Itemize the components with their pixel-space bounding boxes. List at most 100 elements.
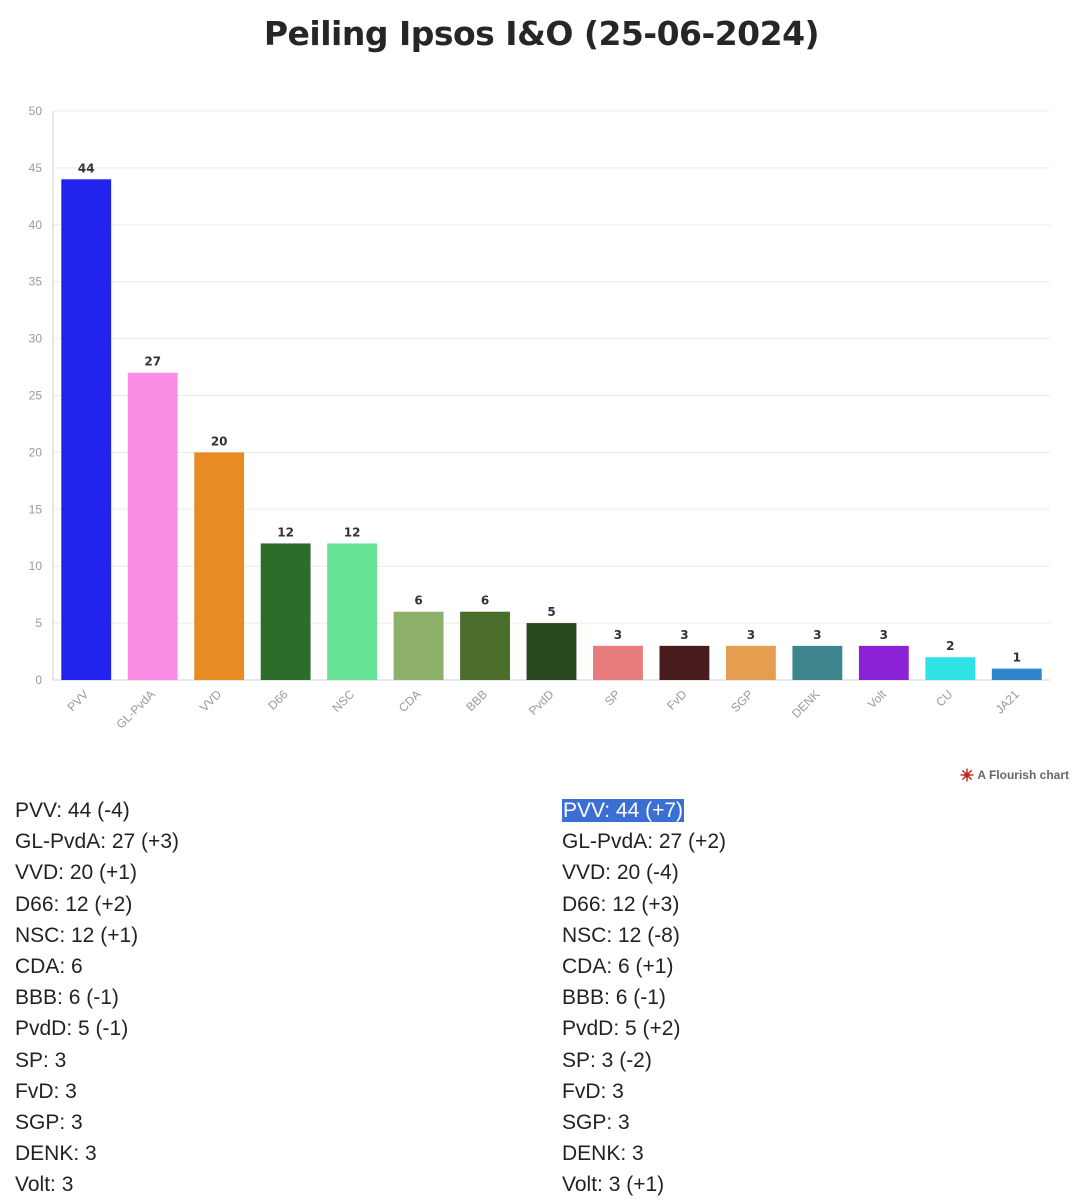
- y-tick-label: 20: [29, 445, 43, 459]
- right-list-item-text: VVD: 20 (-4): [562, 861, 679, 885]
- right-list-item-text: PVV: 44 (+7): [562, 799, 685, 822]
- bar-gl-pvda: [127, 372, 178, 680]
- x-tick-label: CDA: [396, 687, 424, 715]
- list-item: SP: 3 (-2): [562, 1045, 726, 1076]
- list-item: VVD: 20 (+1): [15, 857, 179, 888]
- bar-bbb: [460, 611, 510, 680]
- bar-pvv: [61, 179, 112, 680]
- y-tick-label: 25: [29, 389, 43, 403]
- list-item: CDA: 6: [15, 951, 179, 982]
- right-list-item-text: SGP: 3: [562, 1110, 630, 1134]
- y-tick-label: 30: [29, 332, 43, 346]
- left-list-item-text: BBB: 6 (-1): [15, 986, 119, 1010]
- x-tick-label: JA21: [993, 687, 1022, 716]
- bar-value-label: 1: [1013, 651, 1021, 665]
- bar-d66: [260, 543, 311, 680]
- chart-title: Peiling Ipsos I&O (25-06-2024): [263, 14, 820, 53]
- x-tick-label: Volt: [865, 687, 890, 712]
- seat-list-left: PVV: 44 (-4) GL-PvdA: 27 (+3) VVD: 20 (+1)…: [15, 795, 179, 1200]
- right-list-item-text: DENK: 3: [562, 1142, 644, 1166]
- bar-value-label: 12: [277, 525, 294, 539]
- bar-value-label: 3: [813, 628, 821, 642]
- y-tick-label: 0: [35, 673, 42, 687]
- bar-sgp: [725, 645, 776, 680]
- list-item: FvD: 3: [562, 1076, 726, 1107]
- left-list-item-text: Volt: 3: [15, 1173, 74, 1197]
- x-tick-label: CU: [933, 687, 955, 709]
- seat-list-right: PVV: 44 (+7) GL-PvdA: 27 (+2) VVD: 20 (-4)…: [562, 795, 726, 1200]
- x-tick-label: PVV: [64, 687, 91, 714]
- bar-value-label: 27: [144, 355, 161, 369]
- list-item: PVV: 44 (+7): [562, 795, 726, 826]
- left-list-item-text: D66: 12 (+2): [15, 892, 133, 916]
- x-tick-label: PvdD: [526, 687, 557, 718]
- list-item: PvdD: 5 (+2): [562, 1013, 726, 1044]
- x-tick-label: VVD: [197, 687, 225, 715]
- list-item: SGP: 3: [562, 1107, 726, 1138]
- bar-value-label: 6: [481, 594, 489, 608]
- right-list-item-text: GL-PvdA: 27 (+2): [562, 830, 726, 854]
- list-item: CDA: 6 (+1): [562, 951, 726, 982]
- list-item: PvdD: 5 (-1): [15, 1013, 179, 1044]
- x-tick-label: BBB: [463, 687, 490, 714]
- credit-label: A Flourish chart: [977, 768, 1069, 782]
- y-tick-label: 15: [29, 502, 43, 516]
- bar-value-label: 3: [880, 628, 888, 642]
- bar-value-label: 44: [78, 161, 95, 175]
- list-item: PVV: 44 (-4): [15, 795, 179, 826]
- list-item: FvD: 3: [15, 1076, 179, 1107]
- y-tick-label: 50: [29, 104, 43, 118]
- bar-cu: [925, 657, 976, 680]
- y-tick-label: 5: [35, 616, 42, 630]
- bar-value-label: 12: [344, 525, 361, 539]
- list-item: NSC: 12 (-8): [562, 920, 726, 951]
- right-list-item-text: CDA: 6 (+1): [562, 954, 674, 978]
- x-tick-label: GL-PvdA: [113, 687, 157, 731]
- bar-value-label: 20: [211, 434, 228, 448]
- left-list-item-text: SGP: 3: [15, 1110, 83, 1134]
- list-item: GL-PvdA: 27 (+2): [562, 826, 726, 857]
- bar-ja21: [991, 668, 1042, 680]
- bar-value-label: 3: [614, 628, 622, 642]
- flourish-credit[interactable]: A Flourish chart: [960, 768, 1069, 782]
- bar-fvd: [659, 645, 710, 680]
- left-list-item-text: SP: 3: [15, 1048, 67, 1072]
- right-list-item-text: FvD: 3: [562, 1079, 624, 1103]
- right-list-item-text: Volt: 3 (+1): [562, 1173, 665, 1197]
- x-tick-label: FvD: [664, 687, 690, 713]
- bar-value-label: 3: [747, 628, 755, 642]
- y-tick-label: 40: [29, 218, 43, 232]
- list-item: NSC: 12 (+1): [15, 920, 179, 951]
- left-list-item-text: CDA: 6: [15, 954, 83, 978]
- left-list-item-text: PvdD: 5 (-1): [15, 1017, 129, 1041]
- flourish-logo-icon: [960, 768, 974, 782]
- bar-pvdd: [526, 623, 577, 680]
- bar-value-label: 6: [414, 594, 422, 608]
- right-list-item-text: NSC: 12 (-8): [562, 923, 680, 947]
- left-list-item-text: FvD: 3: [15, 1079, 77, 1103]
- y-tick-label: 35: [29, 275, 43, 289]
- list-item: D66: 12 (+3): [562, 889, 726, 920]
- right-list-item-text: SP: 3 (-2): [562, 1048, 652, 1072]
- list-item: SP: 3: [15, 1045, 179, 1076]
- x-tick-label: D66: [265, 687, 291, 713]
- left-list-item-text: VVD: 20 (+1): [15, 861, 137, 885]
- bar-nsc: [327, 543, 378, 680]
- list-item: SGP: 3: [15, 1107, 179, 1138]
- right-list-item-text: BBB: 6 (-1): [562, 986, 666, 1010]
- x-tick-label: SGP: [728, 687, 756, 715]
- bar-vvd: [194, 452, 245, 680]
- left-list-item-text: DENK: 3: [15, 1142, 97, 1166]
- bar-value-label: 2: [946, 639, 954, 653]
- list-item: VVD: 20 (-4): [562, 857, 726, 888]
- x-tick-label: NSC: [329, 687, 357, 715]
- bar-value-label: 3: [680, 628, 688, 642]
- list-item: BBB: 6 (-1): [562, 982, 726, 1013]
- list-item: D66: 12 (+2): [15, 889, 179, 920]
- list-item: GL-PvdA: 27 (+3): [15, 826, 179, 857]
- bar-value-label: 5: [547, 605, 555, 619]
- bar-volt: [858, 645, 909, 680]
- left-list-item-text: PVV: 44 (-4): [15, 799, 130, 822]
- x-tick-label: SP: [602, 687, 623, 708]
- left-list-item-text: NSC: 12 (+1): [15, 923, 139, 947]
